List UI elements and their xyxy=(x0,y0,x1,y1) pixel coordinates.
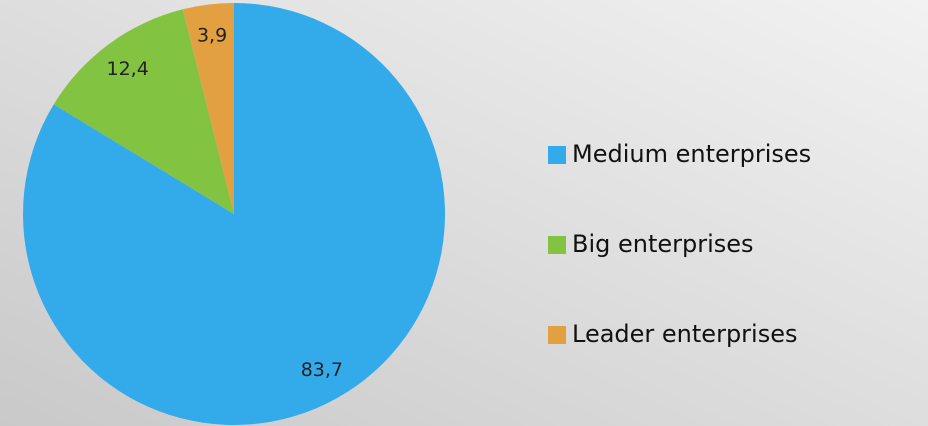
legend-label: Leader enterprises xyxy=(572,320,797,348)
data-label: 3,9 xyxy=(197,24,227,46)
legend-label: Medium enterprises xyxy=(572,140,811,168)
legend-swatch xyxy=(548,146,566,164)
pie-slice xyxy=(182,2,234,214)
data-label: 12,4 xyxy=(107,58,149,80)
legend-swatch xyxy=(548,326,566,344)
legend-label: Big enterprises xyxy=(572,230,754,258)
pie-slice xyxy=(53,9,234,215)
pie-slice xyxy=(22,3,445,426)
legend-swatch xyxy=(548,236,566,254)
data-label: 83,7 xyxy=(301,359,343,381)
